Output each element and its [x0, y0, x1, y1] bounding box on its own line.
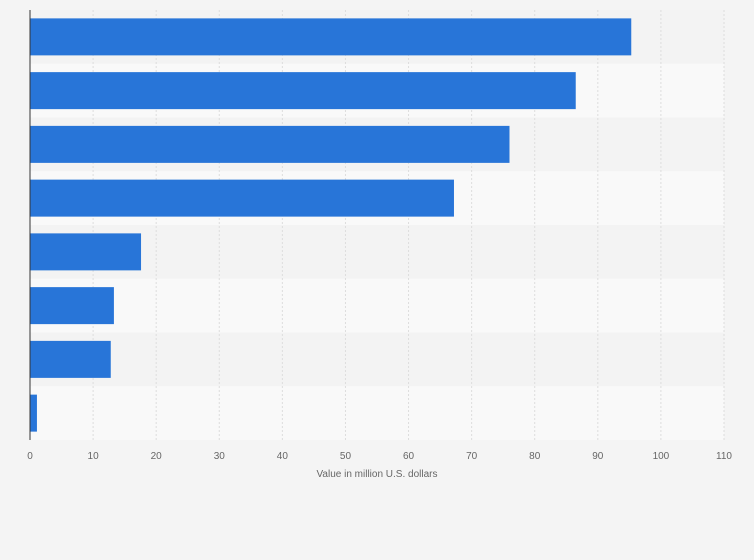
row-band-6: [30, 278, 724, 333]
x-tick-label-60: 60: [403, 451, 415, 462]
bar-6: [30, 287, 114, 325]
x-tick-label-110: 110: [716, 451, 732, 462]
x-tick-label-0: 0: [27, 451, 33, 462]
row-band-7: [30, 332, 724, 387]
bar-2: [30, 72, 576, 110]
bars: [30, 18, 632, 432]
row-band-5: [30, 225, 724, 279]
x-tick-label-90: 90: [592, 451, 604, 462]
x-tick-label-10: 10: [88, 451, 100, 462]
x-tick-label-40: 40: [277, 451, 289, 462]
row-band-8: [30, 386, 724, 440]
x-tick-label-50: 50: [340, 451, 352, 462]
bar-1: [30, 18, 632, 56]
x-tick-label-80: 80: [529, 451, 541, 462]
x-tick-label-100: 100: [653, 451, 670, 462]
bar-5: [30, 233, 142, 271]
bar-7: [30, 340, 111, 378]
x-tick-label-70: 70: [466, 451, 478, 462]
x-axis-tick-labels: 0 10 20 30 40 50 60 70 80 90 100 110: [27, 451, 732, 462]
x-axis-title: Value in million U.S. dollars: [317, 469, 438, 480]
bar-4: [30, 179, 454, 217]
x-tick-label-30: 30: [214, 451, 226, 462]
x-tick-label-20: 20: [151, 451, 163, 462]
bar-8: [30, 394, 37, 432]
bar-3: [30, 125, 510, 163]
